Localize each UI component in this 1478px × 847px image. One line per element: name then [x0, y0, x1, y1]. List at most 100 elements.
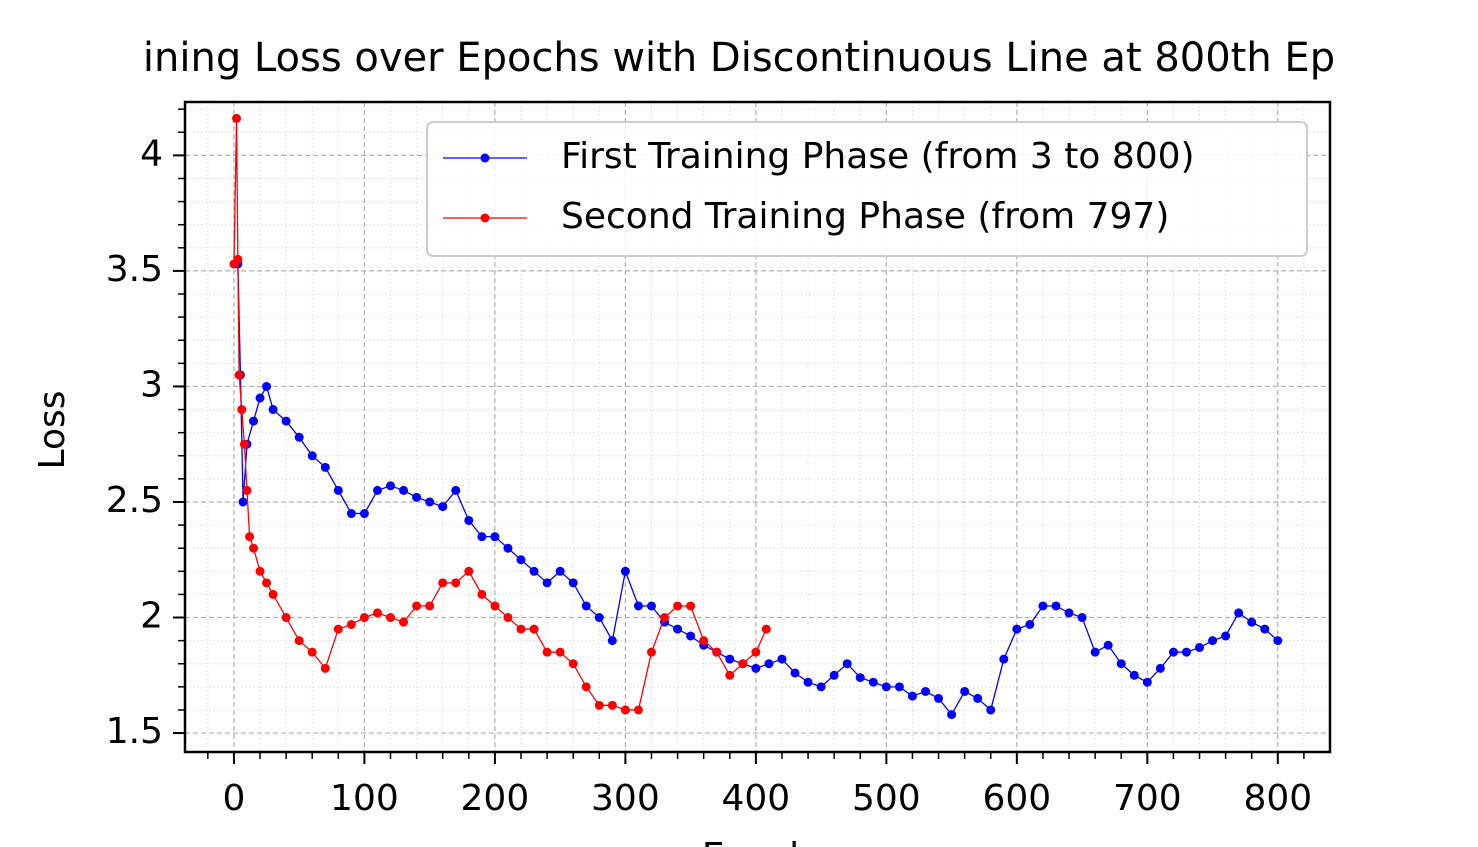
- data-point: [438, 502, 448, 512]
- data-point: [947, 710, 957, 720]
- data-point: [686, 631, 696, 641]
- y-tick-label: 4: [140, 133, 163, 174]
- data-point: [894, 682, 904, 692]
- data-point: [307, 451, 317, 461]
- data-point: [529, 566, 539, 576]
- data-point: [1077, 613, 1087, 623]
- x-tick-label: 0: [222, 778, 245, 819]
- data-point: [490, 601, 500, 611]
- x-tick-label: 500: [852, 778, 921, 819]
- data-point: [1260, 624, 1270, 634]
- data-point: [477, 532, 487, 542]
- data-point: [346, 619, 356, 629]
- data-point: [842, 659, 852, 669]
- data-point: [425, 497, 435, 507]
- data-point: [1221, 631, 1231, 641]
- data-point: [751, 647, 761, 657]
- data-point: [262, 381, 272, 391]
- data-point: [245, 532, 255, 542]
- data-point: [529, 624, 539, 634]
- data-point: [934, 693, 944, 703]
- data-point: [1155, 663, 1165, 673]
- data-point: [333, 624, 343, 634]
- data-point: [294, 636, 304, 646]
- data-point: [686, 601, 696, 611]
- data-point: [372, 608, 382, 618]
- data-point: [620, 705, 630, 715]
- data-point: [973, 693, 983, 703]
- y-tick-label: 3: [140, 364, 163, 405]
- data-point: [412, 492, 422, 502]
- data-point: [986, 705, 996, 715]
- data-point: [281, 613, 291, 623]
- data-point: [761, 624, 771, 634]
- data-point: [712, 647, 722, 657]
- y-tick-label: 3.5: [106, 249, 163, 290]
- data-point: [372, 485, 382, 495]
- plot-frame: [183, 100, 1332, 754]
- data-point: [960, 686, 970, 696]
- data-point: [281, 416, 291, 426]
- data-point: [1208, 636, 1218, 646]
- x-tick-label: 100: [330, 778, 399, 819]
- legend-marker: [480, 153, 490, 163]
- x-tick-label: 300: [591, 778, 660, 819]
- data-point: [1273, 636, 1283, 646]
- x-tick-label: 200: [461, 778, 530, 819]
- data-point: [1129, 670, 1139, 680]
- data-point: [307, 647, 317, 657]
- data-point: [907, 691, 917, 701]
- data-point: [764, 659, 774, 669]
- data-point: [238, 497, 248, 507]
- data-point: [542, 578, 552, 588]
- data-point: [399, 617, 409, 627]
- data-point: [255, 566, 265, 576]
- data-point: [633, 601, 643, 611]
- data-point: [725, 654, 735, 664]
- data-point: [660, 613, 670, 623]
- data-point: [1025, 619, 1035, 629]
- data-point: [262, 578, 272, 588]
- data-point: [555, 566, 565, 576]
- data-point: [464, 515, 474, 525]
- data-point: [1012, 624, 1022, 634]
- data-point: [594, 700, 604, 710]
- data-point: [1051, 601, 1061, 611]
- data-point: [999, 654, 1009, 664]
- data-point: [503, 543, 513, 553]
- data-point: [581, 682, 591, 692]
- data-point: [516, 624, 526, 634]
- data-point: [607, 636, 617, 646]
- legend-box: [426, 121, 1308, 257]
- data-point: [881, 682, 891, 692]
- data-point: [386, 613, 396, 623]
- data-point: [1234, 608, 1244, 618]
- data-point: [829, 670, 839, 680]
- data-point: [237, 405, 247, 415]
- data-point: [233, 254, 243, 264]
- data-point: [777, 654, 787, 664]
- data-point: [294, 432, 304, 442]
- x-tick-label: 700: [1113, 778, 1182, 819]
- data-point: [568, 578, 578, 588]
- data-point: [490, 532, 500, 542]
- legend-label: First Training Phase (from 3 to 800): [561, 136, 1195, 177]
- data-point: [268, 405, 278, 415]
- data-point: [320, 462, 330, 472]
- data-point: [516, 555, 526, 565]
- data-point: [346, 509, 356, 519]
- data-point: [242, 485, 252, 495]
- data-point: [555, 647, 565, 657]
- data-point: [249, 416, 259, 426]
- data-point: [477, 589, 487, 599]
- data-point: [438, 578, 448, 588]
- data-point: [1090, 647, 1100, 657]
- data-point: [232, 113, 242, 123]
- data-point: [320, 663, 330, 673]
- data-point: [1181, 647, 1191, 657]
- y-tick-label: 1.5: [106, 711, 163, 752]
- data-point: [855, 673, 865, 683]
- data-point: [594, 613, 604, 623]
- data-point: [542, 647, 552, 657]
